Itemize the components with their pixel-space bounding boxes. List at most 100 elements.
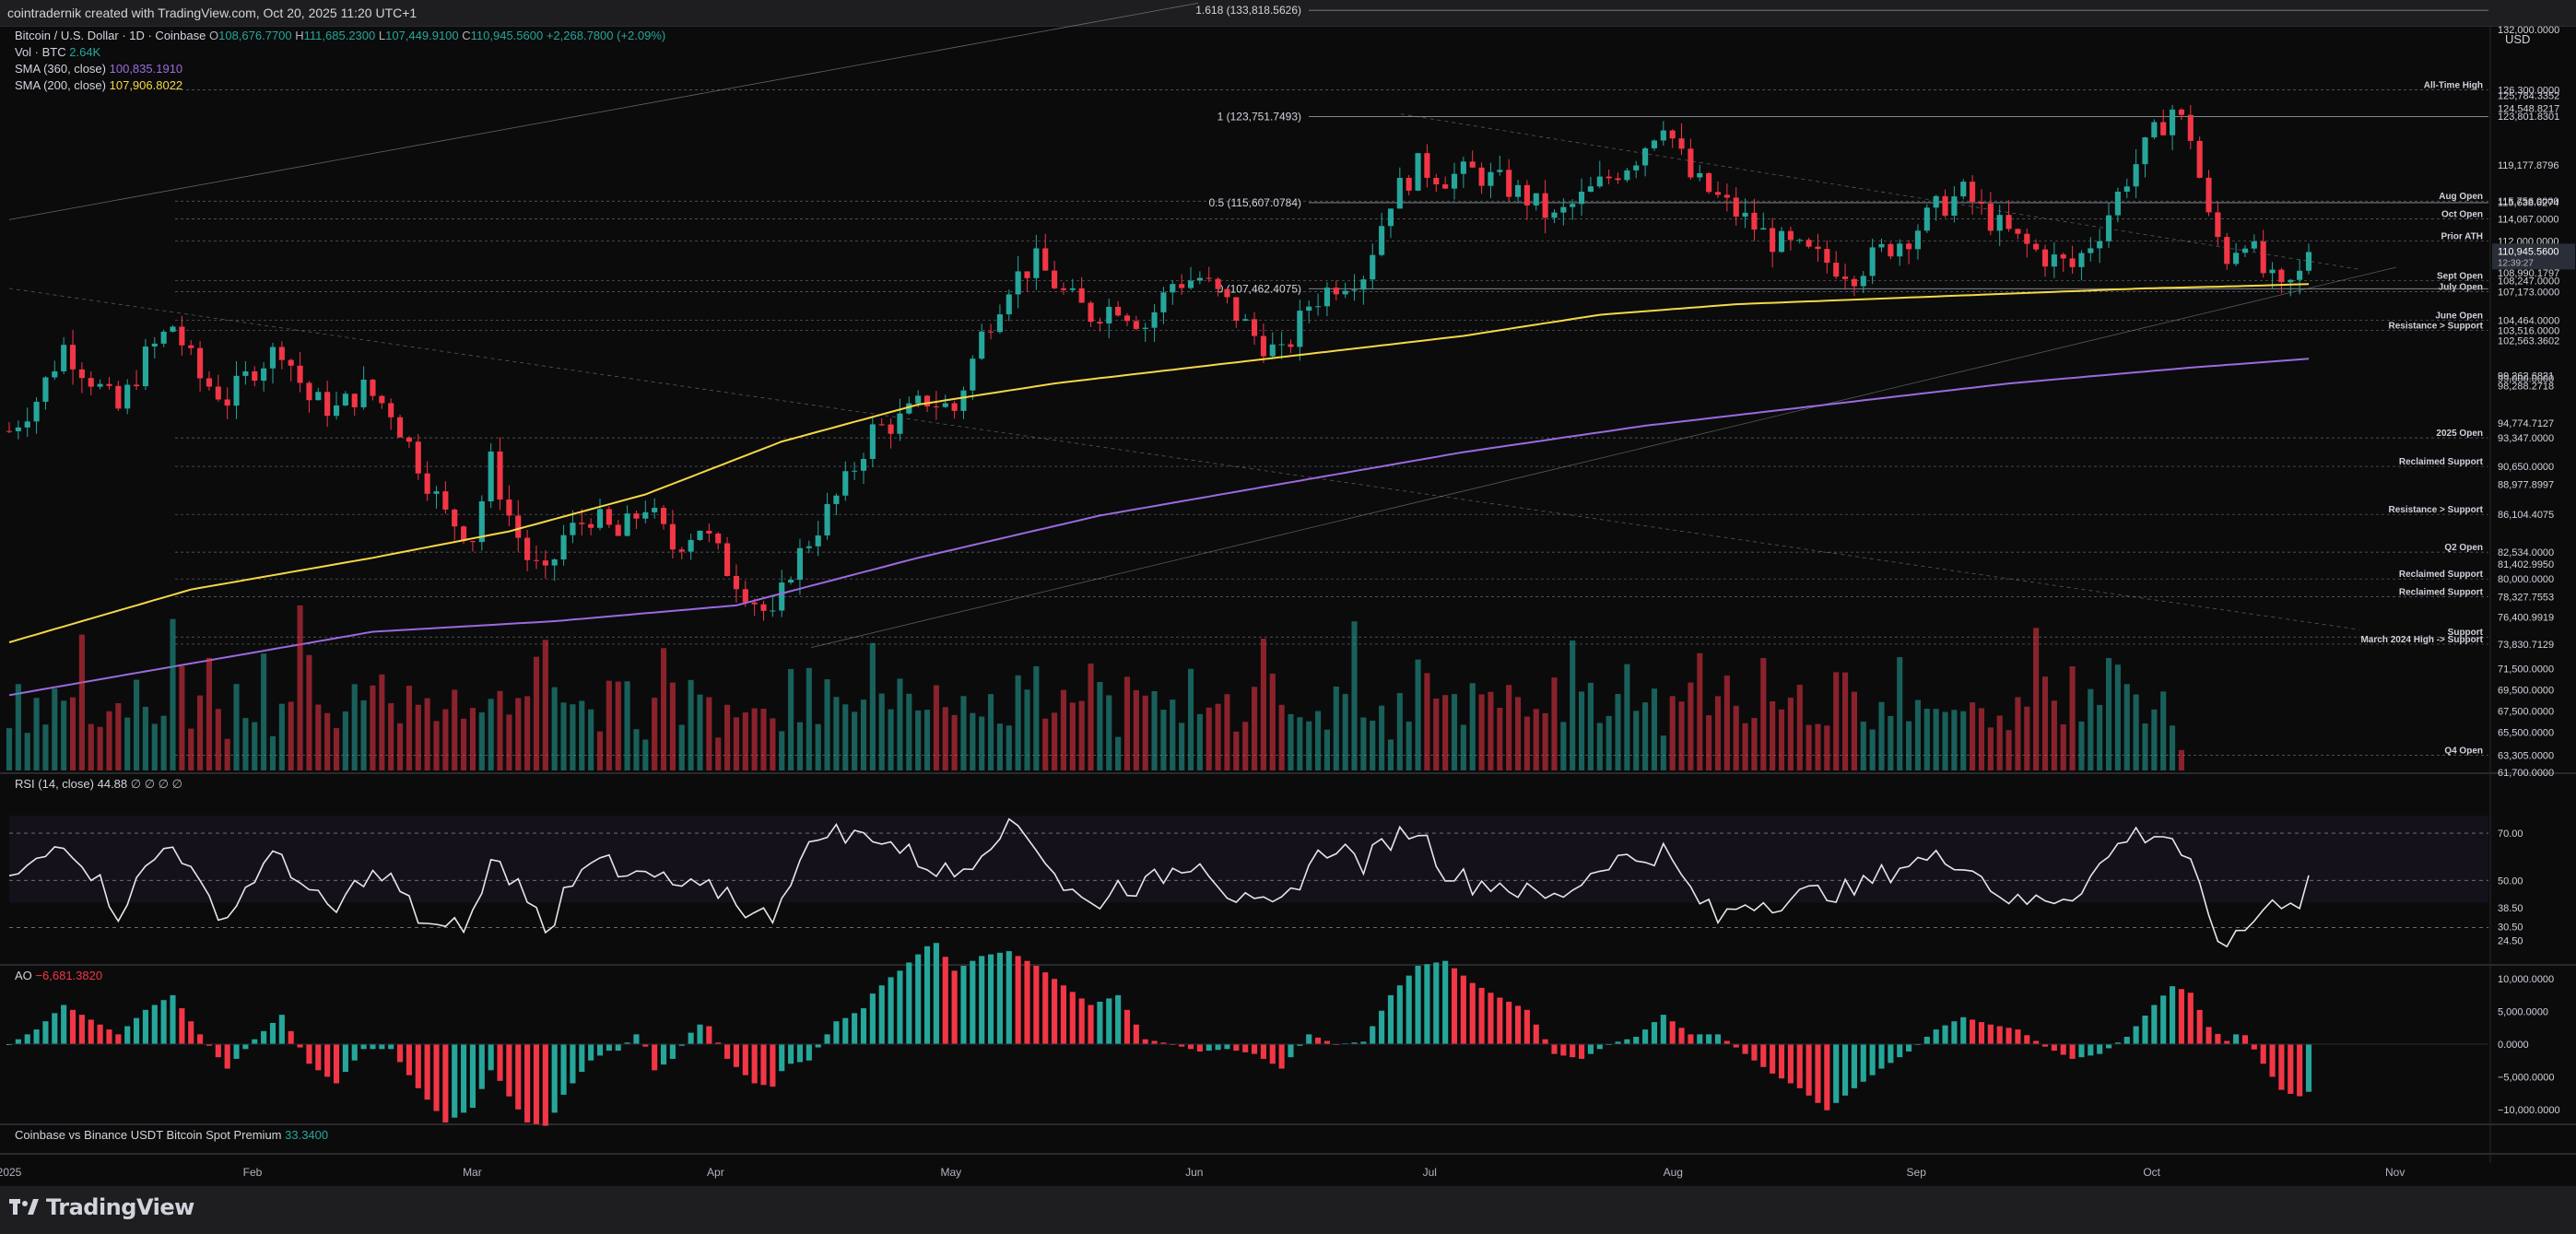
candle: [1406, 177, 1412, 191]
time-axis-label: Oct: [2143, 1166, 2160, 1179]
volume-bar: [2105, 658, 2112, 770]
candle: [1278, 344, 1285, 346]
candle: [452, 509, 458, 527]
volume-bar: [1733, 705, 1739, 770]
ao-bar: [1723, 1040, 1730, 1044]
volume-bar: [1923, 709, 1930, 770]
ao-bar: [360, 1044, 367, 1050]
volume-bar: [824, 679, 830, 770]
candle: [442, 491, 449, 510]
volume-bar: [69, 697, 76, 770]
ao-bar: [1651, 1022, 1658, 1044]
candle: [1315, 306, 1322, 308]
candle: [1914, 230, 1922, 250]
candle: [1688, 148, 1694, 178]
ao-bar: [1669, 1021, 1676, 1044]
candle: [2060, 254, 2066, 259]
ao-bar: [551, 1044, 558, 1113]
candle: [533, 559, 540, 561]
tradingview-logo[interactable]: TradingView: [9, 1194, 194, 1220]
sma200-label[interactable]: SMA (200, close): [15, 78, 106, 92]
volume-bar: [888, 709, 894, 770]
candle: [1570, 204, 1576, 207]
premium-title[interactable]: Coinbase vs Binance USDT Bitcoin Spot Pr…: [15, 1128, 328, 1142]
candle: [951, 403, 958, 411]
volume-bar: [1951, 710, 1958, 770]
ao-axis-label: 5,000.0000: [2498, 1007, 2548, 1018]
ao-bar: [1052, 979, 1058, 1044]
candle: [923, 395, 931, 406]
ao-bar: [2133, 1026, 2139, 1044]
ao-bar: [1042, 972, 1049, 1044]
volume-bar: [452, 689, 458, 770]
ao-bar: [1523, 1009, 1530, 1044]
candle: [606, 509, 612, 525]
vol-label[interactable]: Vol · BTC: [15, 45, 66, 59]
candle: [979, 331, 985, 359]
ao-bar: [506, 1044, 512, 1097]
ao-bar: [2006, 1028, 2012, 1044]
candle: [996, 314, 1003, 333]
symbol-name[interactable]: Bitcoin / U.S. Dollar · 1D · Coinbase: [15, 29, 206, 42]
volume-bar: [1914, 699, 1922, 770]
candle: [1851, 278, 1857, 287]
volume-bar: [979, 716, 985, 770]
volume-bar: [1888, 715, 1894, 770]
volume-bar: [278, 703, 285, 770]
footer-bar: [0, 1186, 2576, 1234]
candle: [824, 503, 830, 536]
candle: [1415, 153, 1421, 191]
ao-bar: [2288, 1044, 2294, 1094]
rsi-title[interactable]: RSI (14, close) 44.88 ∅ ∅ ∅ ∅: [15, 777, 182, 792]
volume-bar: [596, 731, 604, 770]
candle: [2170, 109, 2176, 135]
volume-bar: [1706, 715, 1712, 770]
volume-bar: [1179, 723, 1185, 770]
ao-bar: [2196, 1009, 2203, 1044]
volume-bar: [1060, 689, 1067, 770]
candle: [1888, 243, 1894, 257]
price-axis-label: 78,327.7553: [2498, 592, 2554, 603]
volume-bar: [1978, 708, 1985, 770]
ao-bar: [1033, 966, 1040, 1044]
volume-bar: [878, 693, 885, 770]
candle: [1742, 212, 1748, 217]
volume-bar: [1006, 725, 1012, 770]
volume-bar: [1442, 695, 1449, 770]
ao-bar: [1615, 1041, 1621, 1044]
ao-bar: [842, 1017, 849, 1044]
volume-bar: [542, 640, 548, 770]
ao-bar: [979, 956, 985, 1044]
candle: [170, 326, 176, 332]
ao-bar: [1315, 1037, 1322, 1044]
ao-bar: [1179, 1044, 1185, 1047]
candle: [697, 530, 703, 540]
volume-bar: [2024, 706, 2030, 770]
candle: [124, 384, 131, 409]
time-axis-label: Feb: [243, 1166, 263, 1179]
volume-bar: [1115, 736, 1122, 770]
volume-bar: [779, 731, 785, 770]
volume-bar: [833, 697, 840, 770]
volume-bar: [1587, 682, 1594, 770]
ao-bar: [469, 1044, 476, 1109]
ao-bar: [1978, 1022, 1985, 1044]
volume-bar: [1078, 700, 1085, 770]
candle: [1224, 288, 1230, 298]
price-axis-label: 71,500.0000: [2498, 664, 2554, 676]
candle: [852, 470, 858, 472]
premium-label: Coinbase vs Binance USDT Bitcoin Spot Pr…: [15, 1128, 282, 1142]
ao-bar: [142, 1009, 148, 1044]
currency-label[interactable]: USD: [2505, 32, 2531, 46]
volume-bar: [1424, 673, 1430, 770]
price-axis-label: 115,756.0000: [2498, 196, 2558, 207]
ao-title[interactable]: AO −6,681.3820: [15, 969, 102, 982]
volume-bar: [524, 696, 531, 770]
price-axis-label: 132,000.0000: [2498, 25, 2559, 36]
sma360-label[interactable]: SMA (360, close): [15, 62, 106, 76]
volume-bar: [415, 704, 421, 770]
candle: [1706, 172, 1712, 193]
volume-bar: [188, 728, 194, 770]
ao-bar: [306, 1044, 312, 1064]
